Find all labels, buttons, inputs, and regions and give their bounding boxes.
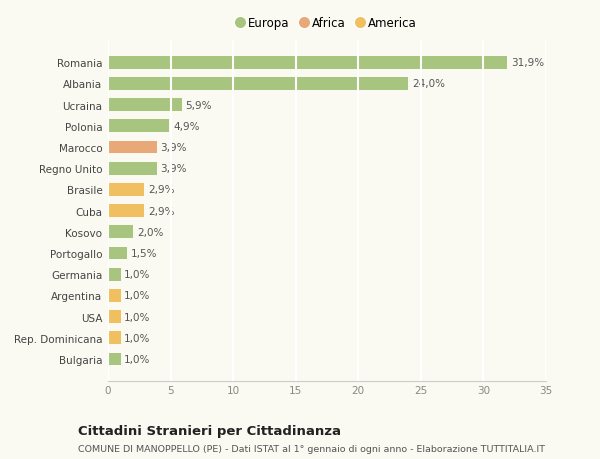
Text: Cittadini Stranieri per Cittadinanza: Cittadini Stranieri per Cittadinanza [78,424,341,437]
Bar [108,247,127,260]
Bar [108,226,133,239]
Bar [108,332,121,344]
Bar [108,162,157,175]
Bar [108,141,157,154]
Text: 3,9%: 3,9% [161,164,187,174]
Text: 1,0%: 1,0% [124,312,151,322]
Text: 31,9%: 31,9% [511,58,544,68]
Bar [108,353,121,365]
Text: 1,0%: 1,0% [124,291,151,301]
Bar [108,268,121,281]
Bar [108,311,121,323]
Bar [108,57,507,69]
Text: COMUNE DI MANOPPELLO (PE) - Dati ISTAT al 1° gennaio di ogni anno - Elaborazione: COMUNE DI MANOPPELLO (PE) - Dati ISTAT a… [78,444,545,453]
Text: 2,0%: 2,0% [137,227,163,237]
Text: 2,9%: 2,9% [148,185,175,195]
Bar [108,78,409,90]
Text: 24,0%: 24,0% [412,79,445,89]
Text: 4,9%: 4,9% [173,122,200,132]
Text: 5,9%: 5,9% [185,101,212,110]
Bar [108,289,121,302]
Legend: Europa, Africa, America: Europa, Africa, America [234,13,420,33]
Bar [108,205,144,218]
Text: 1,0%: 1,0% [124,333,151,343]
Text: 1,0%: 1,0% [124,269,151,280]
Text: 1,0%: 1,0% [124,354,151,364]
Text: 1,5%: 1,5% [131,248,157,258]
Bar [108,99,182,112]
Bar [108,120,169,133]
Text: 3,9%: 3,9% [161,143,187,153]
Text: 2,9%: 2,9% [148,206,175,216]
Bar [108,184,144,196]
